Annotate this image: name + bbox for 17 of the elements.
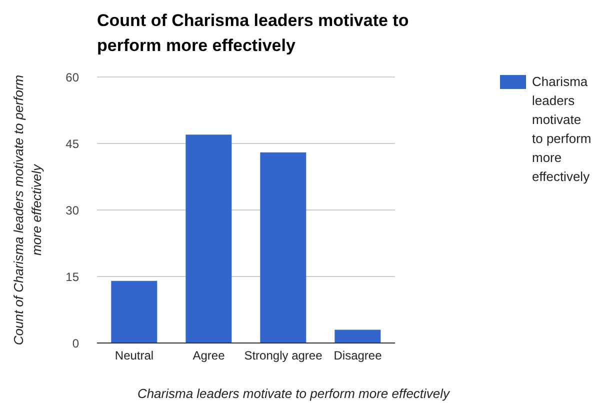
y-axis-title: Count of Charisma leaders motivate to perform more effectively — [10, 74, 45, 348]
chart-title: Count of Charisma leaders motivate to perform more effectively — [97, 10, 410, 57]
bar — [186, 134, 232, 343]
bar — [111, 280, 158, 343]
y-tick-label: 0 — [72, 336, 80, 350]
legend-label: Charisma leaders motivate to perform more effectively — [532, 73, 592, 186]
y-tick-label: 15 — [66, 270, 80, 284]
y-tick-label: 45 — [66, 136, 80, 151]
x-axis-title: Charisma leaders motivate to perform more effectively — [136, 386, 451, 401]
x-tick-label: Disagree — [334, 348, 382, 363]
y-tick-label: 30 — [66, 203, 80, 218]
x-tick-label: Agree — [192, 348, 226, 363]
x-tick-label: Strongly agree — [244, 348, 323, 363]
y-tick-label: 60 — [66, 70, 80, 84]
x-tick-label: Neutral — [114, 348, 154, 363]
bar — [260, 152, 306, 343]
bar — [334, 330, 381, 343]
